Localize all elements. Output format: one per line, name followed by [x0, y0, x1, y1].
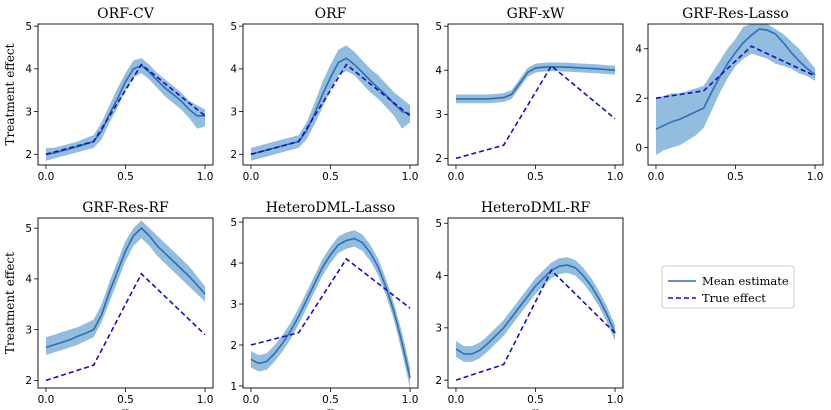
y-tick-label: 4	[230, 258, 237, 270]
subplot-3: 0.0 0.5 1.0 2 3 4 5 GRF-xW	[435, 6, 624, 183]
y-tick-label: 3	[25, 324, 32, 336]
true-effect-line	[45, 272, 206, 382]
subplot-6: 0.0 0.5 1.0 1 2 3 4 5 HeteroDML-Lasso x	[230, 200, 419, 410]
subplot-5: 0.0 0.5 1.0 2 3 4 5 GRF-Res-RF x Treatment effect	[3, 200, 214, 410]
mean-estimate-line	[45, 64, 206, 156]
x-tick-label: 0.0	[38, 394, 55, 406]
y-tick-label: 3	[435, 323, 442, 335]
y-tick-label: 5	[230, 217, 237, 229]
confidence-band	[250, 45, 411, 161]
y-tick-label: 5	[435, 218, 442, 230]
x-tick-label: 0.5	[322, 171, 339, 183]
x-tick-label: 1.0	[607, 171, 624, 183]
x-tick-label: 1.0	[402, 171, 419, 183]
axes-frame	[37, 23, 214, 166]
true-effect-line	[250, 63, 411, 156]
y-tick-label: 0	[635, 142, 642, 154]
x-axis-label: x	[532, 405, 539, 410]
legend-label: True effect	[702, 291, 766, 305]
mean-estimate-line	[655, 28, 816, 130]
y-tick-label: 2	[635, 93, 642, 105]
y-tick-label: 5	[25, 21, 32, 33]
x-tick-label: 0.5	[527, 394, 544, 406]
confidence-band	[655, 24, 816, 156]
plot-area	[250, 45, 411, 161]
y-tick-label: 2	[230, 340, 237, 352]
true-effect-line	[250, 257, 411, 346]
plot-area	[455, 62, 616, 160]
y-tick-label: 5	[230, 21, 237, 33]
confidence-band	[45, 58, 206, 161]
y-tick-label: 5	[435, 21, 442, 33]
y-tick-label: 4	[25, 274, 32, 286]
true-effect-line	[655, 45, 816, 100]
plot-area	[45, 58, 206, 161]
plot-area	[45, 220, 206, 382]
subplot-title: ORF	[315, 6, 347, 22]
x-tick-label: 1.0	[197, 394, 214, 406]
legend: Mean estimate True effect	[661, 265, 795, 309]
x-tick-label: 0.5	[117, 394, 134, 406]
plot-area	[455, 257, 616, 381]
x-tick-label: 1.0	[197, 171, 214, 183]
mean-estimate-line	[250, 237, 411, 378]
subplot-4: 0.0 0.5 1.0 0 2 4 GRF-Res-Lasso	[635, 6, 824, 183]
x-tick-label: 0.5	[117, 171, 134, 183]
subplot-title: GRF-Res-RF	[82, 200, 169, 216]
y-tick-label: 3	[230, 299, 237, 311]
mean-estimate-line	[455, 65, 616, 100]
x-tick-label: 0.0	[448, 394, 465, 406]
x-tick-label: 1.0	[807, 171, 824, 183]
subplot-7: 0.0 0.5 1.0 2 3 4 5 HeteroDML-RF x	[435, 200, 624, 410]
y-tick-label: 4	[25, 64, 32, 76]
subplot-1: 0.0 0.5 1.0 2 3 4 5 ORF-CV Treatment effect	[3, 6, 214, 183]
axes-frame	[447, 217, 624, 389]
x-tick-label: 0.0	[38, 171, 55, 183]
x-tick-label: 0.0	[243, 171, 260, 183]
subplot-title: HeteroDML-Lasso	[266, 200, 396, 216]
y-tick-label: 2	[435, 153, 442, 165]
legend-label: Mean estimate	[702, 274, 789, 288]
x-tick-label: 1.0	[607, 394, 624, 406]
x-axis-label: x	[327, 405, 334, 410]
y-tick-label: 3	[435, 109, 442, 121]
y-tick-label: 4	[635, 44, 642, 56]
y-tick-label: 2	[25, 375, 32, 387]
subplot-2: 0.0 0.5 1.0 2 3 4 5 ORF	[230, 6, 419, 183]
y-tick-label: 2	[230, 149, 237, 161]
y-tick-label: 4	[230, 64, 237, 76]
x-tick-label: 0.5	[527, 171, 544, 183]
x-tick-label: 0.5	[322, 394, 339, 406]
x-tick-label: 1.0	[402, 394, 419, 406]
plot-area	[250, 230, 411, 388]
x-tick-label: 0.0	[648, 171, 665, 183]
true-effect-line	[45, 63, 206, 156]
plot-area	[655, 24, 816, 156]
y-tick-label: 2	[435, 375, 442, 387]
y-tick-label: 3	[25, 106, 32, 118]
x-tick-label: 0.0	[243, 394, 260, 406]
y-tick-label: 1	[230, 381, 237, 393]
x-tick-label: 0.5	[727, 171, 744, 183]
y-axis-label: Treatment effect	[3, 252, 17, 354]
y-tick-label: 4	[435, 270, 442, 282]
mean-estimate-line	[45, 227, 206, 349]
confidence-band	[45, 220, 206, 356]
x-tick-label: 0.0	[448, 171, 465, 183]
confidence-band	[250, 230, 411, 388]
subplot-title: GRF-Res-Lasso	[682, 6, 789, 22]
subplot-title: HeteroDML-RF	[481, 200, 591, 216]
y-tick-label: 5	[25, 223, 32, 235]
y-tick-label: 4	[435, 65, 442, 77]
mean-estimate-line	[455, 264, 616, 355]
true-effect-line	[455, 64, 616, 160]
y-tick-label: 3	[230, 106, 237, 118]
y-tick-label: 2	[25, 149, 32, 161]
subplot-title: ORF-CV	[97, 6, 155, 22]
y-axis-label: Treatment effect	[3, 43, 17, 145]
subplot-title: GRF-xW	[507, 6, 565, 22]
x-axis-label: x	[122, 405, 129, 410]
true-effect-line	[455, 268, 616, 381]
